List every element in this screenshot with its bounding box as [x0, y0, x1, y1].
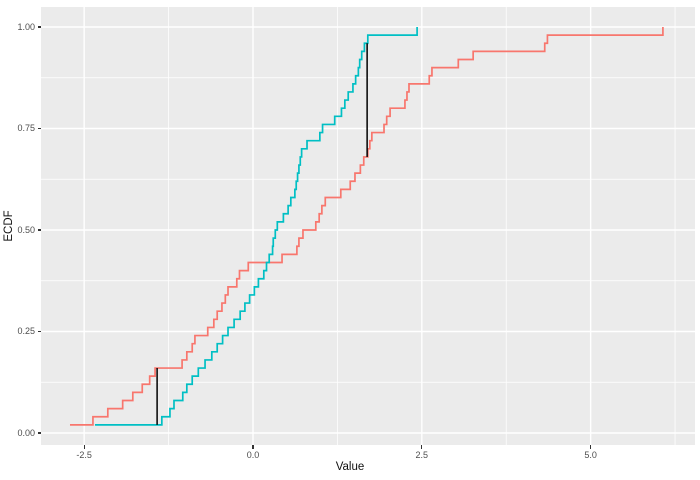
x-tick-label: 2.5: [415, 450, 429, 460]
y-tick-mark: [37, 432, 41, 434]
x-tick-mark: [590, 445, 592, 449]
x-tick-label: 5.0: [584, 450, 597, 460]
x-tick-label: -2.5: [76, 450, 92, 460]
y-tick-mark: [37, 26, 41, 28]
y-tick-label: 0.25: [17, 326, 35, 336]
y-tick-label: 0.50: [17, 224, 35, 235]
ecdf-chart-svg: [41, 7, 695, 445]
y-tick-label: 1.00: [17, 21, 35, 32]
x-axis-title: Value: [335, 461, 365, 473]
y-tick-label: 0.75: [17, 123, 35, 133]
ecdf-line-red: [69, 27, 664, 426]
x-tick-mark: [252, 445, 254, 449]
plot-panel: [41, 7, 695, 445]
y-tick-label: 0.00: [17, 427, 35, 438]
x-tick-mark: [421, 445, 423, 449]
ecdf-line-cyan: [94, 27, 418, 426]
y-tick-mark: [37, 229, 41, 231]
x-tick-mark: [83, 445, 85, 449]
y-tick-mark: [37, 127, 41, 130]
y-tick-mark: [37, 330, 41, 333]
x-tick-label: 0.0: [246, 450, 260, 460]
